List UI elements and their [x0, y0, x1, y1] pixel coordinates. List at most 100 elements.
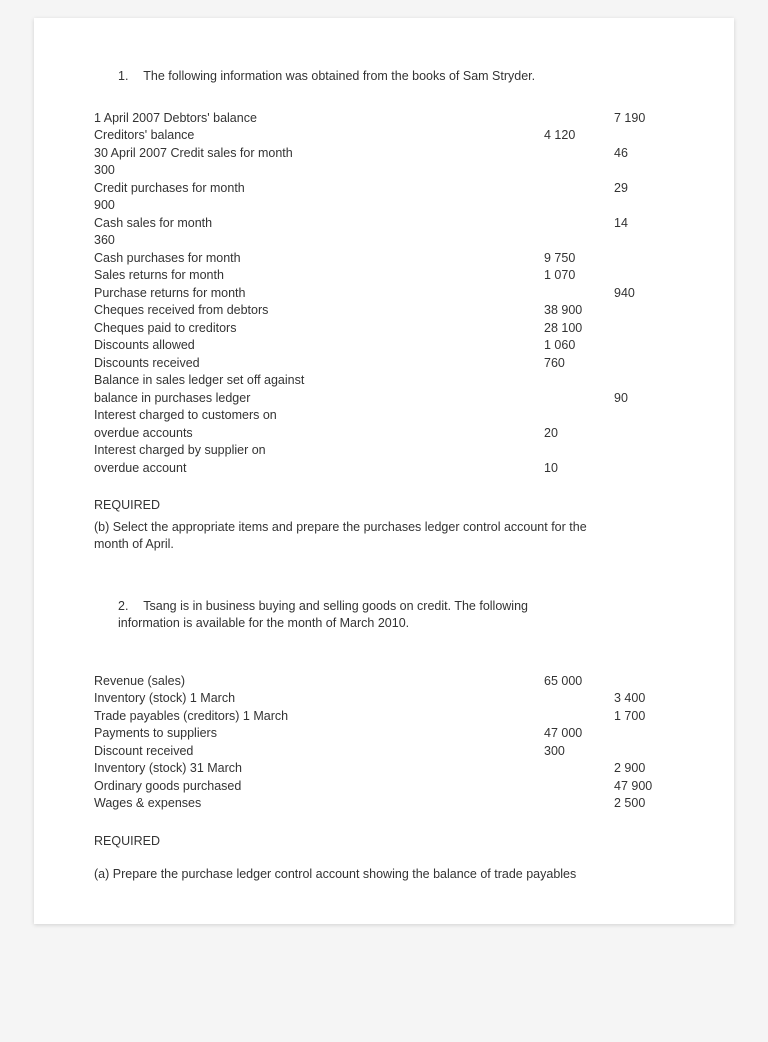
row-col2: 7 190 [614, 110, 674, 128]
row-col2 [614, 232, 674, 250]
data-row: balance in purchases ledger 90 [94, 390, 674, 408]
required-line: (a) Prepare the purchase ledger control … [94, 866, 674, 884]
row-col2 [614, 320, 674, 338]
data-row: Cheques received from debtors38 900 [94, 302, 674, 320]
row-label: Cash sales for month [94, 215, 544, 233]
row-label: 900 [94, 197, 544, 215]
row-col2: 1 700 [614, 708, 674, 726]
row-col2 [614, 372, 674, 390]
row-col1: 38 900 [544, 302, 614, 320]
data-row: Interest charged to customers on [94, 407, 674, 425]
row-col2 [614, 302, 674, 320]
data-row: 900 [94, 197, 674, 215]
data-row: Sales returns for month1 070 [94, 267, 674, 285]
row-col1 [544, 708, 614, 726]
row-col2: 2 900 [614, 760, 674, 778]
row-col1 [544, 390, 614, 408]
row-col1: 10 [544, 460, 614, 478]
row-col2 [614, 460, 674, 478]
row-col1 [544, 215, 614, 233]
data-row: Revenue (sales)65 000 [94, 673, 674, 691]
data-row: Interest charged by supplier on [94, 442, 674, 460]
row-label: 300 [94, 162, 544, 180]
row-col1 [544, 442, 614, 460]
data-row: Payments to suppliers47 000 [94, 725, 674, 743]
row-col1 [544, 778, 614, 796]
row-col1 [544, 180, 614, 198]
row-col1 [544, 232, 614, 250]
row-col1: 1 070 [544, 267, 614, 285]
row-label: Creditors' balance [94, 127, 544, 145]
data-row: Discounts received760 [94, 355, 674, 373]
q1-required-heading: REQUIRED [94, 497, 674, 515]
data-row: Wages & expenses2 500 [94, 795, 674, 813]
row-col2: 3 400 [614, 690, 674, 708]
required-line: month of April. [94, 536, 674, 554]
data-row: Inventory (stock) 31 March2 900 [94, 760, 674, 778]
data-row: Creditors' balance4 120 [94, 127, 674, 145]
row-col2 [614, 425, 674, 443]
row-label: Cheques paid to creditors [94, 320, 544, 338]
row-label: Revenue (sales) [94, 673, 544, 691]
data-row: Trade payables (creditors) 1 March 1 700 [94, 708, 674, 726]
row-label: Cheques received from debtors [94, 302, 544, 320]
row-col2 [614, 442, 674, 460]
row-col2 [614, 197, 674, 215]
row-col1 [544, 407, 614, 425]
row-col1 [544, 110, 614, 128]
row-col2: 90 [614, 390, 674, 408]
data-row: Cash purchases for month9 750 [94, 250, 674, 268]
row-label: Credit purchases for month [94, 180, 544, 198]
row-col2 [614, 725, 674, 743]
row-col1: 20 [544, 425, 614, 443]
data-row: Purchase returns for month 940 [94, 285, 674, 303]
row-col1 [544, 760, 614, 778]
row-col2: 29 [614, 180, 674, 198]
q2-required-heading: REQUIRED [94, 833, 674, 851]
q2-intro: 2. Tsang is in business buying and selli… [118, 598, 674, 633]
row-col1: 9 750 [544, 250, 614, 268]
row-col2: 940 [614, 285, 674, 303]
data-row: Discount received300 [94, 743, 674, 761]
row-label: 360 [94, 232, 544, 250]
data-row: overdue account10 [94, 460, 674, 478]
row-label: balance in purchases ledger [94, 390, 544, 408]
row-label: overdue account [94, 460, 544, 478]
q2-data-block: Revenue (sales)65 000Inventory (stock) 1… [94, 673, 674, 813]
row-col2 [614, 743, 674, 761]
q1-number: 1. [118, 68, 140, 86]
row-label: Purchase returns for month [94, 285, 544, 303]
row-label: Discounts allowed [94, 337, 544, 355]
row-col1 [544, 197, 614, 215]
q2-number: 2. [118, 598, 140, 616]
data-row: Discounts allowed1 060 [94, 337, 674, 355]
row-col1: 300 [544, 743, 614, 761]
q1-intro: 1. The following information was obtaine… [118, 68, 674, 86]
row-col1 [544, 162, 614, 180]
row-col2 [614, 267, 674, 285]
data-row: Ordinary goods purchased47 900 [94, 778, 674, 796]
required-line: (b) Select the appropriate items and pre… [94, 519, 674, 537]
row-col2 [614, 250, 674, 268]
data-row: Credit purchases for month 29 [94, 180, 674, 198]
row-col2 [614, 407, 674, 425]
row-label: Balance in sales ledger set off against [94, 372, 544, 390]
row-col2 [614, 162, 674, 180]
row-col1: 65 000 [544, 673, 614, 691]
row-label: Sales returns for month [94, 267, 544, 285]
row-col2 [614, 127, 674, 145]
q2-intro-text: Tsang is in business buying and selling … [118, 599, 528, 631]
row-label: Cash purchases for month [94, 250, 544, 268]
row-label: Trade payables (creditors) 1 March [94, 708, 544, 726]
row-label: Ordinary goods purchased [94, 778, 544, 796]
row-label: overdue accounts [94, 425, 544, 443]
row-label: Wages & expenses [94, 795, 544, 813]
data-row: Cheques paid to creditors28 100 [94, 320, 674, 338]
row-col1: 760 [544, 355, 614, 373]
row-col1: 28 100 [544, 320, 614, 338]
row-col1: 47 000 [544, 725, 614, 743]
q1-intro-text: The following information was obtained f… [143, 69, 535, 83]
data-row: 30 April 2007 Credit sales for month46 [94, 145, 674, 163]
row-col1 [544, 285, 614, 303]
row-col1 [544, 690, 614, 708]
